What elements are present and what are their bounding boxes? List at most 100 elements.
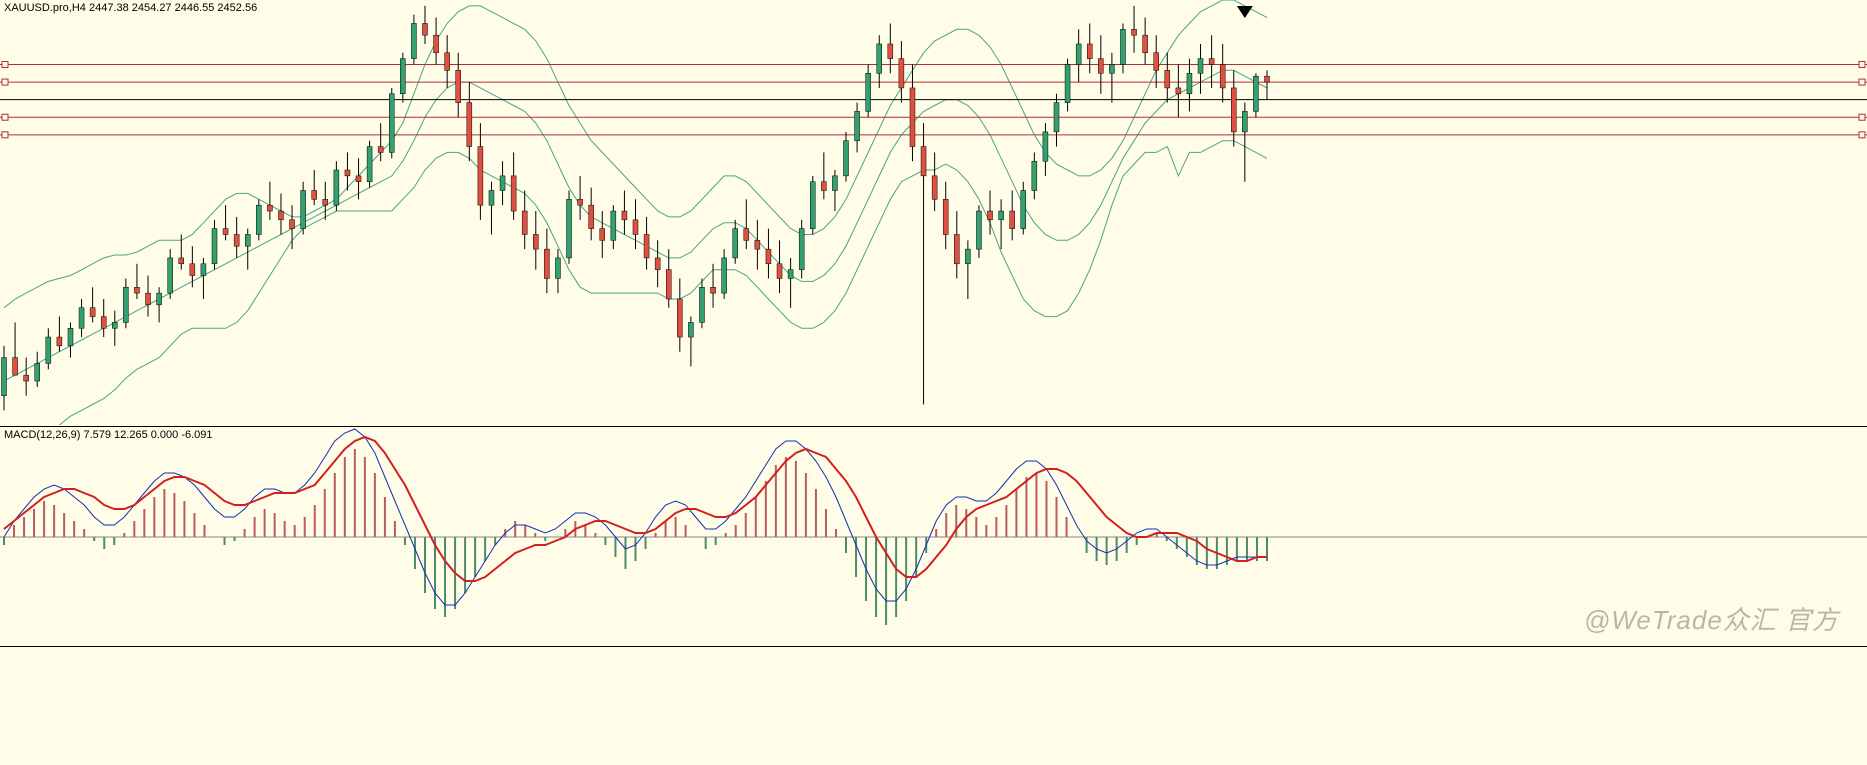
candle-body [168,258,173,293]
candle-body [157,293,162,305]
candle-body [146,293,151,305]
bollinger-lower [4,141,1267,425]
candle-body [1220,64,1225,87]
candle-body [522,211,527,234]
candle-body [367,147,372,182]
candle-body [1132,29,1137,35]
candle-body [633,220,638,235]
candle-body [378,147,383,153]
candle-body [123,287,128,322]
candle-body [79,308,84,329]
candle-body [755,240,760,249]
candle-body [13,358,18,376]
candle-body [555,258,560,279]
candle-body [467,103,472,147]
candle-body [57,337,62,346]
candle-body [345,170,350,176]
candle-body [278,211,283,220]
candle-body [2,358,7,396]
candle-body [134,287,139,293]
candle-body [932,176,937,199]
hline-handle-right-1[interactable] [1859,79,1865,85]
macd-values-label: MACD(12,26,9) 7.579 12.265 0.000 -6.091 [4,429,213,441]
candle-body [423,23,428,35]
candle-body [1165,70,1170,88]
candle-body [1253,76,1258,111]
candle-body [24,375,29,381]
candle-body [589,205,594,228]
candle-body [855,111,860,140]
candle-body [101,317,106,329]
candle-body [954,234,959,263]
symbol-ohlc-label: XAUUSD.pro,H4 2447.38 2454.27 2446.55 24… [4,2,257,14]
candle-body [1198,59,1203,74]
hline-handle-left-1[interactable] [2,79,8,85]
candle-body [533,234,538,249]
candle-body [1209,59,1214,65]
hline-handle-right-0[interactable] [1859,61,1865,67]
candle-body [1076,44,1081,65]
candle-body [611,211,616,240]
price-panel[interactable]: XAUUSD.pro,H4 2447.38 2454.27 2446.55 24… [0,0,1867,425]
candle-body [1120,29,1125,64]
macd-line [4,429,1267,605]
candle-body [722,258,727,293]
hline-handle-left-4[interactable] [2,132,8,138]
candle-body [899,59,904,88]
candle-body [90,308,95,317]
candle-body [1109,64,1114,73]
candle-body [389,94,394,153]
candle-body [888,44,893,59]
candle-body [334,170,339,205]
candle-body [999,211,1004,220]
candle-body [866,73,871,111]
candle-body [666,270,671,299]
candle-body [943,199,948,234]
candle-body [799,229,804,270]
candle-body [112,322,117,328]
candle-body [400,59,405,94]
candle-body [810,182,815,229]
candle-body [478,147,483,206]
candle-body [1242,111,1247,132]
candle-body [677,299,682,337]
candle-body [766,249,771,264]
candle-body [223,229,228,235]
watermark-text: @WeTrade众汇 官方 [1584,600,1839,637]
arrow-down-icon [1237,6,1253,18]
candle-body [511,176,516,211]
candle-body [788,270,793,279]
candle-body [212,229,217,264]
chart-container: XAUUSD.pro,H4 2447.38 2454.27 2446.55 24… [0,0,1867,765]
candle-body [544,249,549,278]
candle-body [1065,64,1070,102]
candle-body [965,249,970,264]
candle-body [1021,191,1026,229]
candle-body [179,258,184,264]
candle-body [988,211,993,220]
candle-body [976,211,981,249]
candle-body [456,70,461,102]
candle-body [821,182,826,191]
hline-handle-left-0[interactable] [2,61,8,67]
candle-body [877,44,882,73]
candle-body [699,287,704,322]
candle-body [1187,73,1192,94]
candle-body [578,199,583,205]
candle-body [256,205,261,234]
candle-body [445,53,450,71]
candle-body [1176,88,1181,94]
price-canvas[interactable] [0,0,1867,425]
hline-handle-left-3[interactable] [2,114,8,120]
candle-body [500,176,505,191]
hline-handle-right-4[interactable] [1859,132,1865,138]
candle-body [644,234,649,257]
candle-body [622,211,627,220]
candle-body [301,191,306,229]
candle-body [1265,76,1270,82]
candle-body [234,234,239,246]
candle-body [733,229,738,258]
candle-body [1054,103,1059,132]
hline-handle-right-3[interactable] [1859,114,1865,120]
candle-body [688,322,693,337]
